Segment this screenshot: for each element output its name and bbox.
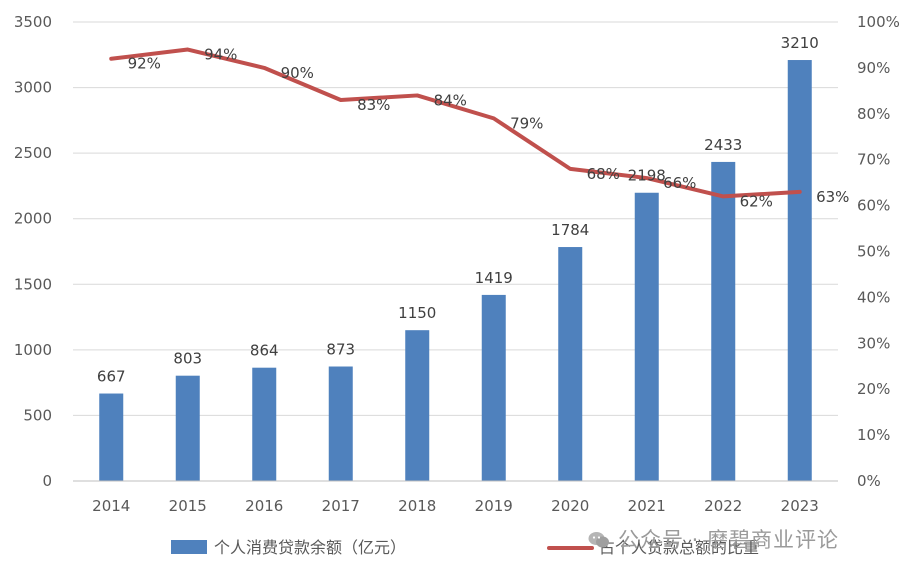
- wechat-icon: [588, 532, 609, 548]
- y-right-tick-label: 40%: [857, 288, 890, 306]
- y-right-tick-label: 100%: [857, 13, 900, 31]
- line-data-label: 94%: [204, 46, 237, 64]
- bar: [481, 294, 506, 481]
- y-right-tick-label: 60%: [857, 197, 890, 215]
- legend-line-label: 占个人贷款总额的比重: [599, 538, 759, 557]
- bar-data-label: 2433: [704, 136, 742, 154]
- x-tick-label: 2019: [475, 497, 513, 515]
- x-tick-label: 2016: [245, 497, 283, 515]
- y-left-tick-label: 1500: [14, 275, 52, 293]
- legend-bar-label: 个人消费贷款余额（亿元）: [214, 538, 406, 557]
- y-left-tick-label: 2500: [14, 144, 52, 162]
- y-right-tick-label: 20%: [857, 380, 890, 398]
- bar: [175, 375, 200, 481]
- line-data-label: 79%: [510, 114, 543, 132]
- bar-data-label: 667: [97, 368, 126, 386]
- line-data-label: 84%: [434, 91, 467, 109]
- x-tick-label: 2023: [781, 497, 819, 515]
- bar-data-label: 864: [250, 342, 279, 360]
- line-path: [109, 47, 802, 199]
- bar-data-label: 803: [173, 350, 202, 368]
- bar: [252, 367, 277, 481]
- y-left-tick-label: 0: [42, 472, 52, 490]
- legend-bar-swatch: [171, 540, 207, 554]
- bar-data-label: 1784: [551, 221, 589, 239]
- data-labels: 667 803 864 873 1150 1419 1784 2198 2433 3210 92% 9…: [97, 34, 849, 385]
- line-series: [109, 47, 802, 199]
- axes: 0 500 1000 1500 2000 2500 3000 3500 0% 10% 20% 30% 4…: [14, 13, 900, 515]
- x-tick-label: 2020: [551, 497, 589, 515]
- y-left-tick-label: 1000: [14, 341, 52, 359]
- bar: [558, 247, 583, 481]
- gridlines: [73, 21, 838, 416]
- bar-data-label: 2198: [628, 167, 666, 185]
- x-tick-label: 2021: [628, 497, 666, 515]
- line-data-label: 90%: [281, 64, 314, 82]
- bar-data-label: 1419: [475, 269, 513, 287]
- y-right-tick-label: 80%: [857, 105, 890, 123]
- bar: [711, 161, 736, 481]
- bar-data-label: 3210: [781, 34, 819, 52]
- bar: [99, 393, 124, 481]
- y-right-tick-label: 30%: [857, 334, 890, 352]
- y-left-tick-label: 500: [23, 406, 52, 424]
- bar: [787, 60, 812, 481]
- y-left-tick-label: 3000: [14, 79, 52, 97]
- watermark: 公众号 · 磨碧商业评论: [588, 524, 839, 554]
- line-data-label: 66%: [663, 174, 696, 192]
- x-tick-label: 2022: [704, 497, 742, 515]
- y-left-tick-label: 2000: [14, 210, 52, 228]
- watermark-text: 公众号 · 磨碧商业评论: [618, 528, 840, 552]
- x-tick-label: 2014: [92, 497, 130, 515]
- line-data-label: 62%: [740, 192, 773, 210]
- line-data-label: 68%: [587, 165, 620, 183]
- y-right-tick-label: 90%: [857, 59, 890, 77]
- bar-series: [99, 60, 812, 482]
- y-right-tick-label: 70%: [857, 151, 890, 169]
- line-data-label: 92%: [128, 55, 161, 73]
- line-data-label: 63%: [816, 188, 849, 206]
- x-tick-label: 2017: [322, 497, 360, 515]
- y-right-tick-label: 50%: [857, 243, 890, 261]
- y-left-tick-label: 3500: [14, 13, 52, 31]
- bar: [328, 366, 353, 481]
- y-right-tick-label: 0%: [857, 472, 881, 490]
- bar: [634, 192, 659, 482]
- legend: 个人消费贷款余额（亿元） 占个人贷款总额的比重: [171, 538, 759, 557]
- y-right-tick-label: 10%: [857, 426, 890, 444]
- x-tick-label: 2015: [169, 497, 207, 515]
- bar-data-label: 873: [326, 341, 355, 359]
- bar: [405, 330, 430, 481]
- line-data-label: 83%: [357, 96, 390, 114]
- bar-data-label: 1150: [398, 304, 436, 322]
- x-tick-label: 2018: [398, 497, 436, 515]
